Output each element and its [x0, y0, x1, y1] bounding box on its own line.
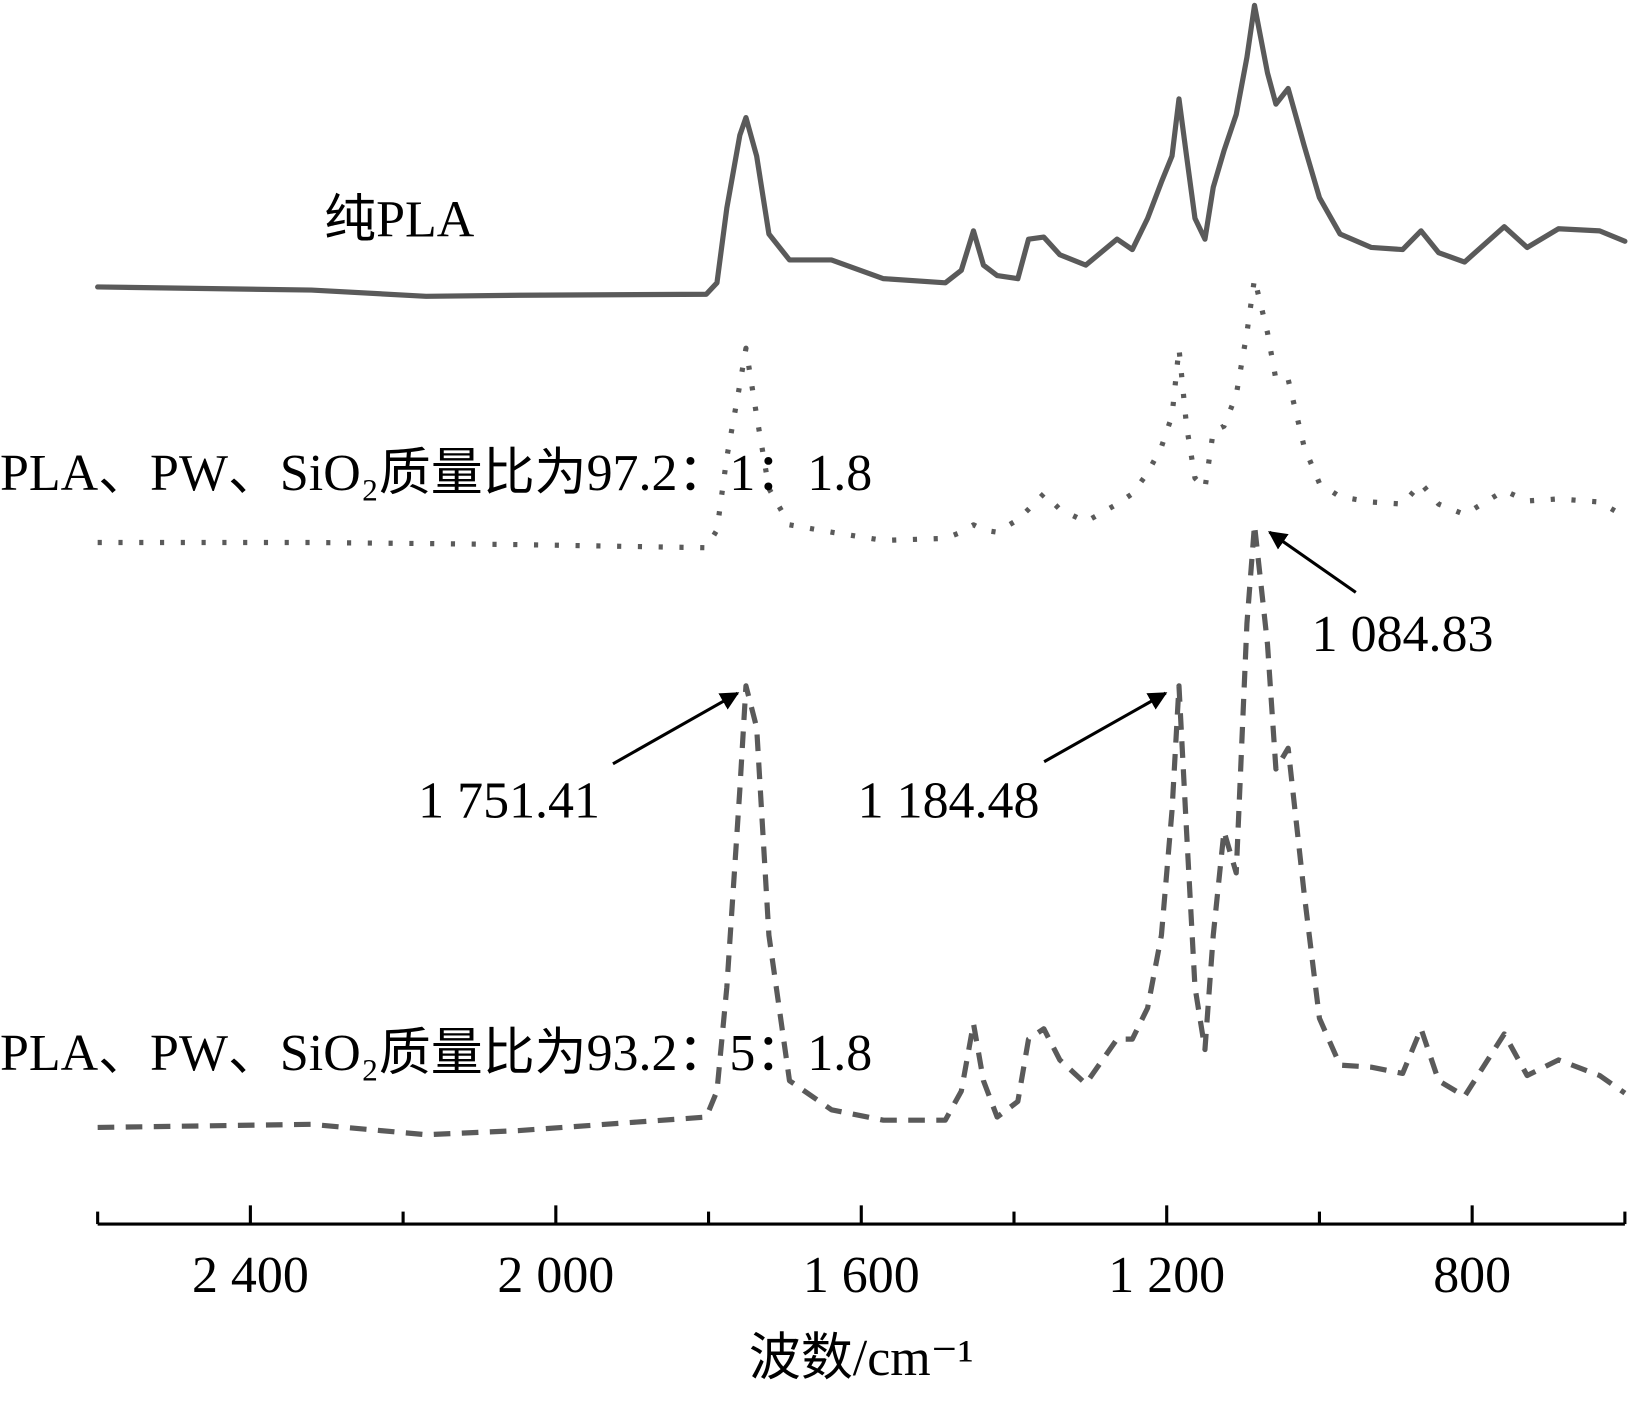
arrow [612, 691, 740, 766]
spectrum-line [97, 522, 1627, 1138]
x-tick-label: 800 [1433, 1247, 1511, 1304]
x-axis-label: 波数/cm⁻¹ [749, 1330, 974, 1387]
arrow [1043, 691, 1168, 764]
x-tick-label: 2 400 [192, 1247, 309, 1304]
spectrum-line [97, 276, 1627, 551]
arrow [1268, 530, 1357, 594]
x-tick-label: 1 600 [803, 1247, 920, 1304]
x-tick-label: 2 000 [497, 1247, 614, 1304]
annotation: 1 751.41 [418, 772, 600, 829]
annotation: 1 084.83 [1312, 606, 1494, 663]
series-label: PLA、PW、SiO₂质量比为93.2：5：1.8 [0, 1025, 872, 1082]
x-tick-label: 1 200 [1108, 1247, 1225, 1304]
spectrum-line [95, 2, 1628, 299]
series-label: 纯PLA [324, 192, 475, 249]
series-label: PLA、PW、SiO₂质量比为97.2：1：1.8 [0, 445, 872, 502]
annotation: 1 184.48 [858, 772, 1040, 829]
annotation-arrows [612, 530, 1357, 766]
